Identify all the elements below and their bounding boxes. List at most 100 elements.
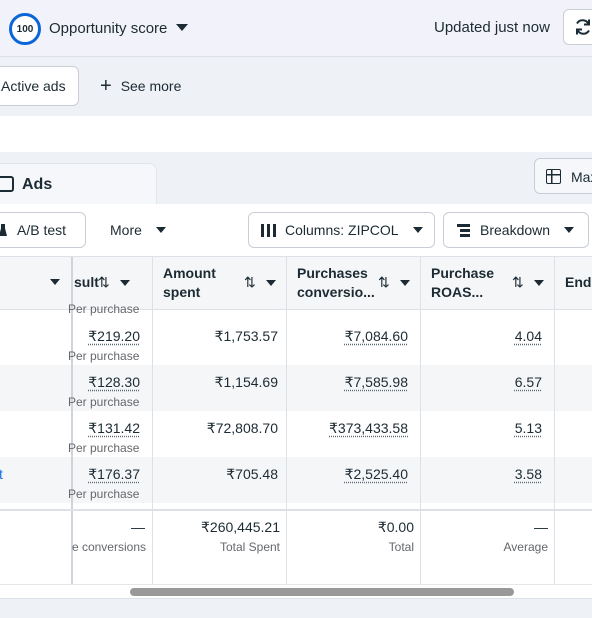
chevron-down-icon	[155, 227, 166, 233]
breakdown-label: Breakdown	[480, 222, 551, 238]
conversion-value[interactable]: ₹373,433.58	[329, 420, 408, 436]
chevron-down-icon	[119, 279, 130, 286]
table-row[interactable]	[0, 457, 592, 503]
chevron-down-icon	[533, 279, 544, 286]
amount-spent-value: ₹1,154.69	[214, 374, 278, 390]
chevron-down-icon	[265, 279, 276, 286]
column-divider	[286, 257, 287, 584]
column-header-purchases-conversion[interactable]: Purchases conversio...	[297, 264, 375, 316]
totals-conversion-value: ₹0.00	[377, 519, 414, 535]
ab-test-label: A/B test	[17, 222, 67, 238]
table-grid-icon	[546, 169, 561, 184]
sort-icon: ⇅	[378, 274, 390, 290]
chevron-down-icon[interactable]	[176, 24, 188, 31]
ad-name-link[interactable]: t	[0, 466, 3, 482]
purchases-sort-control[interactable]: ⇅	[378, 274, 410, 291]
totals-amount-spent: ₹260,445.21	[201, 519, 280, 535]
result-sub: Per purchase	[68, 441, 140, 455]
table-header-row	[0, 257, 592, 309]
totals-result-sub: e conversions	[71, 540, 146, 554]
table-row[interactable]	[0, 365, 592, 411]
opportunity-score-label[interactable]: Opportunity score	[49, 20, 168, 37]
column-divider	[420, 257, 421, 584]
roas-value[interactable]: 5.13	[514, 420, 542, 436]
roas-header-line1: Purchase	[431, 265, 495, 281]
amount-spent-value: ₹1,753.57	[214, 328, 278, 344]
refresh-button[interactable]	[563, 9, 592, 45]
column-header-amount-spent[interactable]: Amount spent	[163, 264, 216, 316]
more-dropdown[interactable]: More	[110, 222, 166, 238]
horizontal-scrollbar[interactable]	[0, 584, 592, 598]
conversion-value[interactable]: ₹2,525.40	[344, 466, 408, 482]
sort-icon: ⇅	[98, 274, 110, 290]
column-divider	[554, 257, 555, 584]
tab-ads-label[interactable]: Ads	[22, 176, 53, 193]
plus-icon: +	[100, 75, 112, 97]
roas-value[interactable]: 3.58	[514, 466, 542, 482]
table-view-label: Max	[571, 169, 592, 185]
more-label: More	[110, 222, 142, 238]
breakdown-icon	[457, 224, 470, 237]
ads-table: sult ⇅ Amount spent ⇅ Purchases conversi…	[0, 256, 592, 584]
columns-dropdown[interactable]: Columns: ZIPCOL	[248, 212, 435, 248]
active-ads-filter-chip[interactable]: Active ads	[0, 66, 79, 106]
filter-row: Active ads + See more	[0, 57, 592, 116]
totals-conversion-sub: Total	[388, 540, 414, 554]
amount-spent-value: ₹705.48	[226, 466, 278, 482]
scrollbar-thumb[interactable]	[130, 588, 514, 596]
roas-header-line2: ROAS...	[431, 284, 484, 300]
sort-icon: ⇅	[244, 274, 256, 290]
column-header-ends[interactable]: Ends	[565, 274, 592, 290]
roas-sort-control[interactable]: ⇅	[512, 274, 544, 291]
amount-header-line2: spent	[163, 284, 201, 300]
amount-header-line1: Amount	[163, 265, 216, 281]
top-bar: 100 Opportunity score Updated just now	[0, 0, 592, 57]
ab-test-button[interactable]: A/B test	[0, 212, 86, 248]
updated-status: Updated just now	[434, 19, 550, 36]
result-sub: Per purchase	[68, 349, 140, 363]
tab-ads[interactable]	[0, 163, 157, 205]
sort-icon: ⇅	[512, 274, 524, 290]
column-header-result[interactable]: sult	[74, 274, 99, 290]
spacer-strip	[0, 116, 592, 152]
flask-icon	[0, 224, 7, 236]
refresh-icon	[576, 19, 590, 35]
result-value[interactable]: ₹176.37	[88, 466, 140, 482]
opportunity-score-badge[interactable]: 100	[9, 13, 41, 45]
result-value[interactable]: ₹219.20	[88, 328, 140, 344]
header-divider	[0, 309, 592, 310]
chevron-down-icon	[399, 279, 410, 286]
column-divider	[152, 257, 153, 584]
conversion-value[interactable]: ₹7,585.98	[344, 374, 408, 390]
chevron-down-icon	[412, 227, 423, 233]
see-more-label: See more	[120, 78, 182, 94]
frozen-column-edge	[71, 257, 73, 584]
table-toolbar: A/B test More Columns: ZIPCOL Breakdown	[0, 204, 592, 256]
totals-divider	[0, 509, 592, 511]
result-value[interactable]: ₹128.30	[88, 374, 140, 390]
see-more-button[interactable]: + See more	[100, 75, 182, 97]
page-footer-strip	[0, 598, 592, 618]
tab-bar: Ads Max	[0, 152, 592, 205]
roas-value[interactable]: 4.04	[514, 328, 542, 344]
columns-icon	[261, 224, 276, 237]
purch-header-line2: conversio...	[297, 284, 375, 300]
columns-label: Columns: ZIPCOL	[285, 222, 399, 238]
conversion-value[interactable]: ₹7,084.60	[344, 328, 408, 344]
roas-value[interactable]: 6.57	[514, 374, 542, 390]
totals-roas-sub: Average	[503, 540, 548, 554]
ads-tab-icon	[0, 176, 14, 192]
table-view-button[interactable]: Max	[534, 158, 592, 194]
amount-sort-control[interactable]: ⇅	[244, 274, 276, 291]
result-sort-control[interactable]: ⇅	[98, 274, 130, 291]
breakdown-dropdown[interactable]: Breakdown	[443, 212, 589, 248]
chevron-down-icon[interactable]	[50, 279, 60, 285]
totals-result: —	[131, 519, 145, 535]
amount-spent-value: ₹72,808.70	[206, 420, 278, 436]
purch-header-line1: Purchases	[297, 265, 368, 281]
result-sub: Per purchase	[68, 487, 140, 501]
result-value[interactable]: ₹131.42	[88, 420, 140, 436]
column-header-purchase-roas[interactable]: Purchase ROAS...	[431, 264, 494, 316]
result-sub: Per purchase	[68, 302, 140, 316]
chevron-down-icon	[564, 227, 575, 233]
